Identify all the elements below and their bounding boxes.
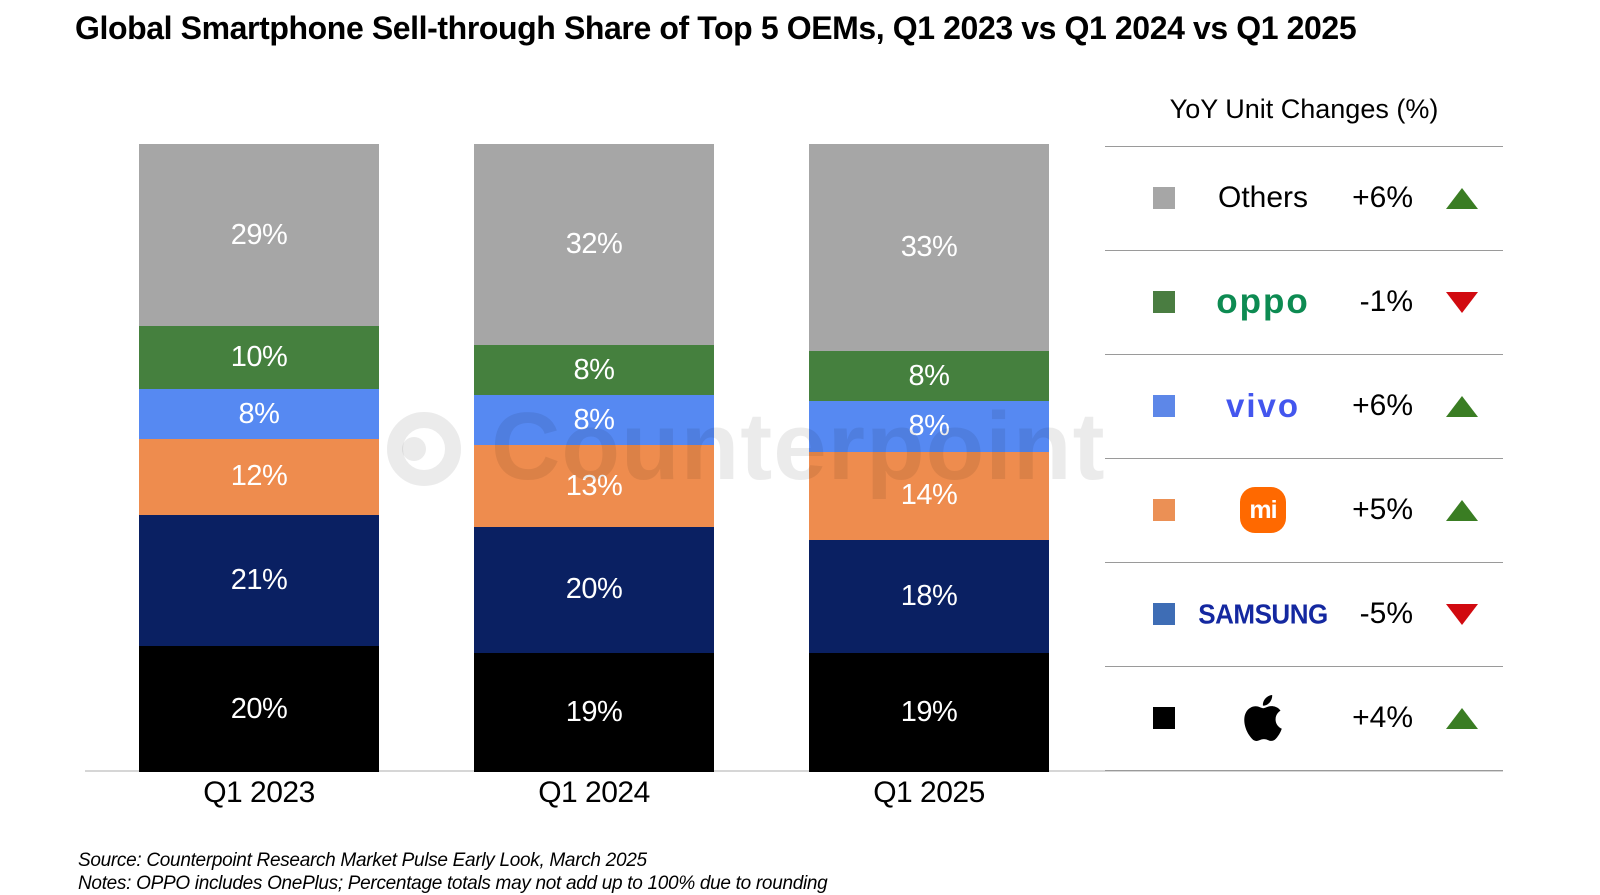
oppo-logo: oppo: [1216, 282, 1310, 321]
mi-logo-text: mi: [1249, 495, 1277, 524]
legend-row-oppo: oppo -1%: [1105, 250, 1503, 354]
trend-down-icon: [1446, 604, 1478, 625]
bar-segment-apple: 19%: [474, 652, 714, 772]
legend-row-samsung: SAMSUNG -5%: [1105, 562, 1503, 666]
yoy-change-vivo: +6%: [1352, 389, 1413, 422]
bar-segment-apple: 19%: [809, 652, 1049, 772]
bar-segment-others: 32%: [474, 144, 714, 345]
brand-zone-others: Others: [1177, 146, 1349, 250]
brand-zone-samsung: SAMSUNG: [1177, 562, 1349, 666]
bar-segment-xiaomi: 12%: [139, 439, 379, 515]
segment-value-label: 21%: [230, 563, 288, 596]
bar-segment-vivo: 8%: [474, 395, 714, 446]
segment-value-label: 8%: [908, 410, 950, 443]
legend-divider: [1105, 666, 1503, 667]
bar-segment-xiaomi: 13%: [474, 445, 714, 528]
chart-title: Global Smartphone Sell-through Share of …: [75, 10, 1357, 46]
segment-value-label: 20%: [565, 573, 623, 606]
bar-segment-oppo: 10%: [139, 326, 379, 389]
trend-up-icon: [1446, 500, 1478, 521]
legend-row-others: Others +6%: [1105, 146, 1503, 250]
bar-segment-samsung: 18%: [809, 539, 1049, 653]
yoy-change-xiaomi: +5%: [1352, 493, 1413, 526]
brand-zone-oppo: oppo: [1177, 250, 1349, 354]
bar-q1-2023: 29% 10% 8% 12% 21% 20%: [139, 144, 379, 772]
segment-value-label: 20%: [230, 692, 288, 725]
bar-q1-2024: 32% 8% 8% 13% 20% 19%: [474, 144, 714, 772]
bar-segment-samsung: 20%: [474, 527, 714, 653]
samsung-logo: SAMSUNG: [1198, 597, 1328, 630]
x-axis-baseline: [85, 770, 1503, 772]
trend-down-icon: [1446, 292, 1478, 313]
legend-swatch-apple: [1153, 707, 1175, 729]
segment-value-label: 8%: [573, 403, 615, 436]
segment-value-label: 32%: [565, 227, 623, 260]
segment-value-label: 10%: [230, 341, 288, 373]
axis-label-q1-2025: Q1 2025: [873, 776, 985, 809]
segment-value-label: 19%: [900, 695, 958, 728]
segment-value-label: 33%: [900, 231, 958, 264]
brand-zone-apple: [1177, 666, 1349, 770]
source-note: Source: Counterpoint Research Market Pul…: [78, 850, 647, 871]
legend-swatch-oppo: [1153, 291, 1175, 313]
legend-divider: [1105, 458, 1503, 459]
yoy-change-apple: +4%: [1352, 701, 1413, 734]
bar-q1-2025: 33% 8% 8% 14% 18% 19%: [809, 144, 1049, 772]
legend-label-others: Others: [1217, 181, 1309, 214]
legend-row-vivo: vivo +6%: [1105, 354, 1503, 458]
segment-value-label: 8%: [238, 397, 280, 430]
trend-up-icon: [1446, 708, 1478, 729]
vivo-logo: vivo: [1225, 387, 1301, 424]
bar-segment-others: 33%: [809, 144, 1049, 352]
segment-value-label: 29%: [230, 218, 288, 251]
legend-divider: [1105, 354, 1503, 355]
segment-value-label: 14%: [900, 479, 958, 512]
bar-segment-oppo: 8%: [809, 351, 1049, 402]
legend-divider: [1105, 250, 1503, 251]
brand-zone-xiaomi: mi: [1177, 458, 1349, 562]
legend-title: YoY Unit Changes (%): [1169, 94, 1439, 124]
legend-swatch-xiaomi: [1153, 499, 1175, 521]
segment-value-label: 13%: [565, 469, 623, 502]
legend-divider: [1105, 146, 1503, 147]
legend-row-xiaomi: mi +5%: [1105, 458, 1503, 562]
legend-divider: [1105, 562, 1503, 563]
bar-segment-vivo: 8%: [139, 388, 379, 440]
segment-value-label: 12%: [230, 460, 288, 493]
legend-swatch-samsung: [1153, 603, 1175, 625]
bar-segment-xiaomi: 14%: [809, 451, 1049, 540]
xiaomi-mi-logo-icon: mi: [1240, 487, 1286, 533]
axis-label-q1-2023: Q1 2023: [203, 776, 315, 809]
notes-note: Notes: OPPO includes OnePlus; Percentage…: [78, 873, 828, 894]
segment-value-label: 8%: [908, 359, 950, 392]
bar-segment-apple: 20%: [139, 646, 379, 772]
bar-segment-oppo: 8%: [474, 344, 714, 396]
segment-value-label: 18%: [900, 579, 958, 612]
trend-up-icon: [1446, 396, 1478, 417]
bar-segment-vivo: 8%: [809, 401, 1049, 452]
bar-segment-samsung: 21%: [139, 514, 379, 647]
counterpoint-logo-icon: [387, 412, 461, 486]
axis-label-q1-2024: Q1 2024: [538, 776, 650, 809]
legend-swatch-others: [1153, 187, 1175, 209]
yoy-change-samsung: -5%: [1359, 597, 1413, 630]
yoy-change-oppo: -1%: [1359, 285, 1413, 318]
legend-row-apple: +4%: [1105, 666, 1503, 770]
brand-zone-vivo: vivo: [1177, 354, 1349, 458]
legend-swatch-vivo: [1153, 395, 1175, 417]
bar-segment-others: 29%: [139, 144, 379, 327]
trend-up-icon: [1446, 188, 1478, 209]
segment-value-label: 19%: [565, 695, 623, 728]
yoy-change-others: +6%: [1352, 181, 1413, 214]
segment-value-label: 8%: [573, 353, 615, 386]
legend-divider: [1105, 770, 1503, 771]
apple-logo-icon: [1244, 695, 1282, 741]
